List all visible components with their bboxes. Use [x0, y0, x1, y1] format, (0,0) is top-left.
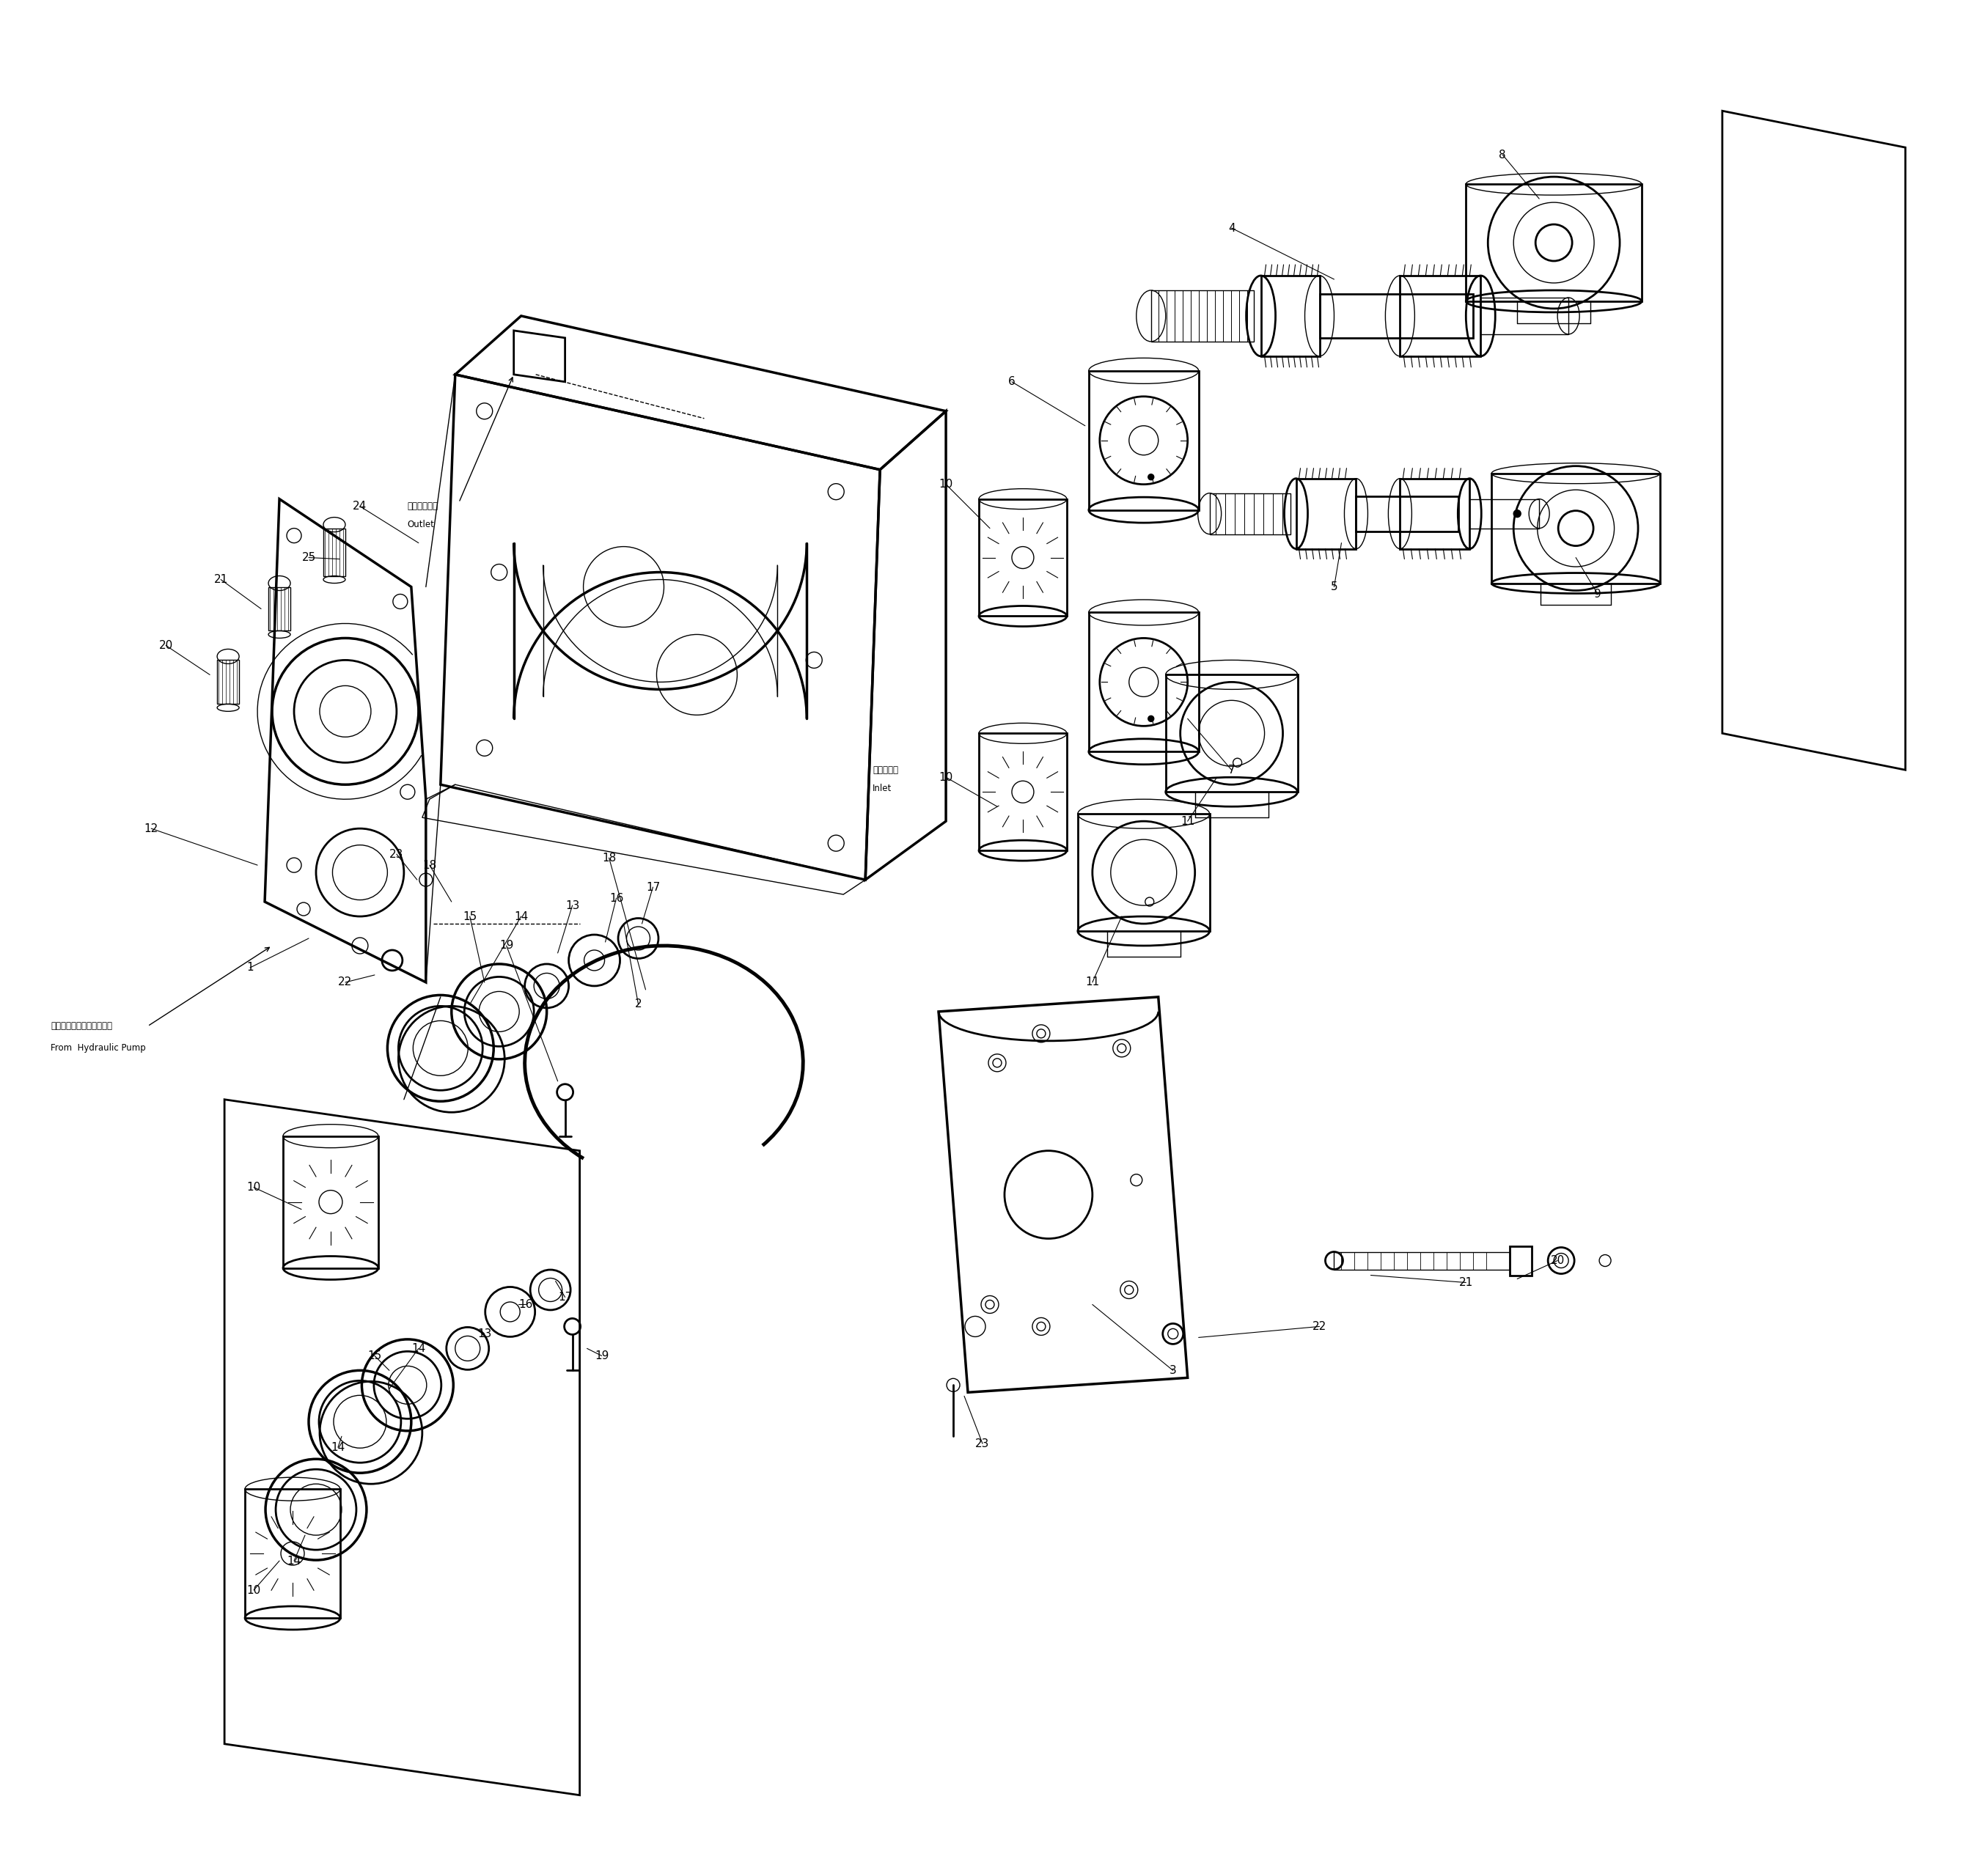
Text: 22: 22 [338, 977, 352, 989]
Text: 25: 25 [301, 552, 315, 563]
Text: 10: 10 [246, 1182, 262, 1193]
Text: 13: 13 [478, 1328, 492, 1339]
Text: 22: 22 [1313, 1321, 1326, 1332]
Text: 12: 12 [144, 824, 157, 835]
Text: 14: 14 [411, 1343, 425, 1354]
Text: 11: 11 [1084, 977, 1100, 989]
Text: 14: 14 [331, 1443, 344, 1452]
Text: 19: 19 [594, 1351, 608, 1362]
Ellipse shape [1513, 510, 1521, 518]
Text: 16: 16 [518, 1298, 533, 1309]
Text: From  Hydraulic Pump: From Hydraulic Pump [51, 1043, 146, 1052]
Text: 17: 17 [559, 1293, 573, 1302]
Text: 10: 10 [939, 478, 953, 490]
Text: 18: 18 [602, 852, 616, 863]
Text: 20: 20 [159, 640, 173, 651]
Text: 18: 18 [423, 859, 437, 870]
Text: 5: 5 [1330, 582, 1338, 593]
Text: 7: 7 [1228, 764, 1236, 775]
Text: 14: 14 [514, 912, 527, 921]
Text: 9: 9 [1594, 589, 1602, 600]
Text: 23: 23 [390, 848, 403, 859]
Text: 8: 8 [1500, 150, 1506, 159]
Text: 21: 21 [215, 574, 228, 585]
Text: Inlet: Inlet [872, 784, 892, 794]
Text: ハイドロリックポンプから: ハイドロリックポンプから [51, 1021, 112, 1032]
Text: 3: 3 [1169, 1366, 1177, 1375]
Text: 21: 21 [1458, 1278, 1472, 1289]
Text: 4: 4 [1228, 223, 1236, 233]
Text: 15: 15 [368, 1351, 382, 1362]
Text: 20: 20 [1551, 1255, 1565, 1266]
Text: 13: 13 [565, 900, 579, 912]
Text: 15: 15 [462, 912, 476, 921]
Text: 10: 10 [939, 771, 953, 782]
Text: 2: 2 [636, 998, 642, 1009]
Text: 10: 10 [246, 1585, 262, 1596]
Text: 23: 23 [976, 1439, 990, 1448]
Text: アウトレット: アウトレット [407, 501, 439, 510]
Text: 11: 11 [1181, 816, 1195, 827]
Text: 16: 16 [610, 893, 624, 904]
Text: 17: 17 [646, 882, 659, 893]
Text: 24: 24 [352, 501, 366, 512]
Ellipse shape [1147, 475, 1153, 480]
Text: インレット: インレット [872, 765, 897, 775]
Text: 6: 6 [1008, 377, 1015, 386]
Text: Outlet: Outlet [407, 520, 435, 529]
Text: 1: 1 [246, 962, 254, 974]
Text: 19: 19 [500, 940, 514, 951]
Ellipse shape [1147, 717, 1153, 722]
Text: 14: 14 [287, 1555, 301, 1566]
